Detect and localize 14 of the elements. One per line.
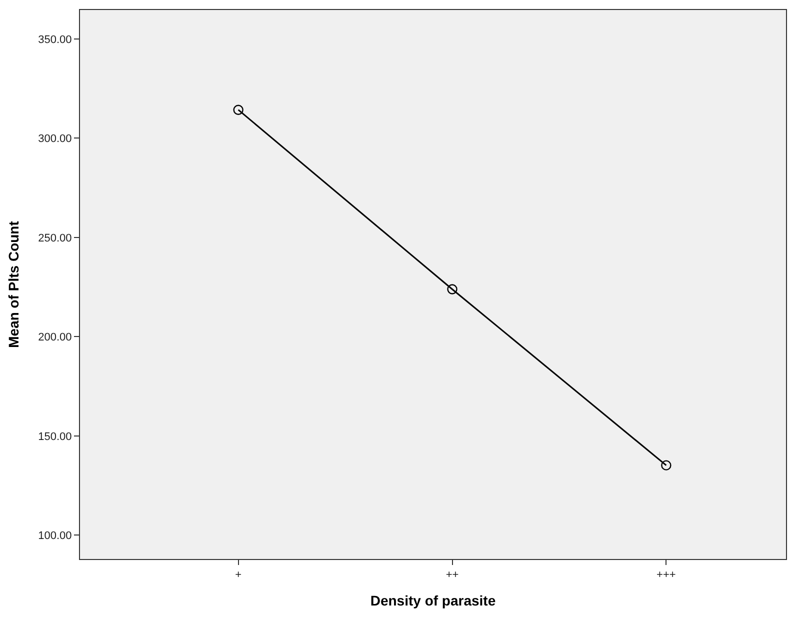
x-tick-label: ++ [446,569,459,582]
y-tick-label: 250.00 [38,232,72,244]
point [661,460,672,470]
y-axis-title: Mean of Plts Count [6,220,22,348]
x-tick-label: +++ [656,569,676,582]
y-tick-label: 150.00 [38,430,72,443]
point [447,284,458,294]
y-tick-label: 200.00 [38,332,72,344]
y-tick-label: 100.00 [38,530,72,542]
x-tick-label: + [235,569,242,582]
x-axis-title: Density of parasite [370,592,496,608]
point [233,104,244,115]
y-tick-label: 300.00 [38,133,72,146]
y-tick-label: 350.00 [38,34,72,46]
